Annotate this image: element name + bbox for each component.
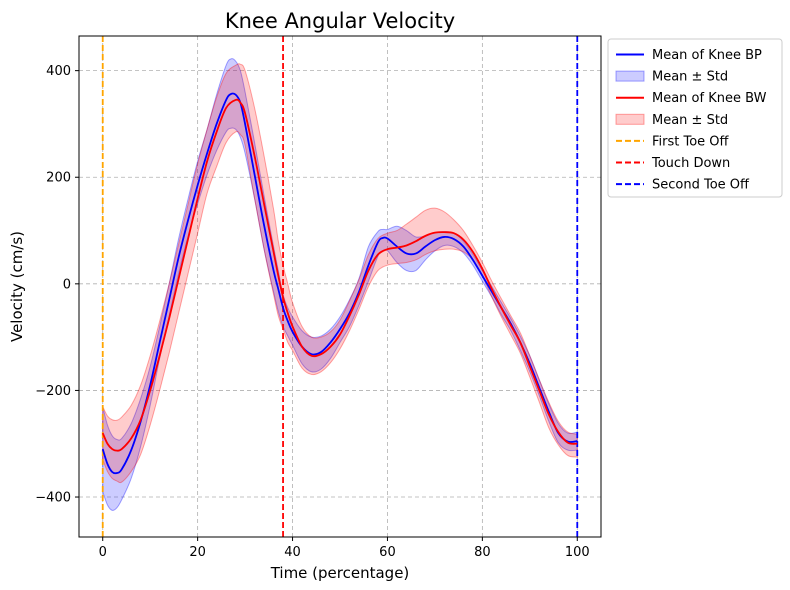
legend-box (607, 38, 783, 198)
y-tick-label: −200 (35, 384, 71, 399)
tick-layer: 0 20 40 60 80 100 −400 −200 0 200 400 (35, 64, 589, 560)
legend-item: Touch Down (616, 156, 730, 171)
legend-band-swatch (615, 70, 645, 82)
x-axis-title: Time (percentage) (270, 564, 410, 582)
y-tick-label: 0 (63, 277, 71, 292)
mean-line (101, 98, 578, 452)
legend-item: Mean of Knee BP (616, 48, 762, 63)
band-layer (102, 58, 578, 511)
legend-label: Mean ± Std (652, 113, 728, 128)
x-tick-label: 40 (284, 545, 301, 560)
legend-label: Mean ± Std (652, 70, 728, 85)
x-tick-label: 0 (99, 545, 107, 560)
vline-layer (101, 36, 579, 537)
y-tick-label: 200 (46, 171, 71, 186)
legend-label: Touch Down (651, 156, 730, 171)
line-layer (101, 92, 578, 475)
std-band (102, 63, 578, 484)
legend-label: Second Toe Off (652, 178, 750, 193)
legend-item: First Toe Off (616, 134, 730, 149)
legend-item: Mean ± Std (615, 70, 728, 85)
x-tick-label: 80 (474, 545, 491, 560)
x-tick-label: 20 (189, 545, 206, 560)
y-axis-title: Velocity (cm/s) (8, 231, 26, 342)
legend-label: First Toe Off (652, 134, 730, 149)
legend-item: Mean ± Std (615, 113, 728, 128)
x-tick-label: 60 (379, 545, 396, 560)
legend: Mean of Knee BP Mean ± Std Mean of Knee BW… (607, 38, 783, 198)
legend-label: Mean of Knee BP (652, 48, 762, 63)
grid-layer (79, 36, 601, 537)
x-tick-label: 100 (565, 545, 590, 560)
legend-item: Second Toe Off (616, 178, 750, 193)
legend-label: Mean of Knee BW (652, 91, 767, 106)
legend-band-swatch (615, 113, 645, 125)
plot-frame (78, 35, 602, 538)
mean-line (101, 92, 578, 475)
chart-title: Knee Angular Velocity (225, 9, 455, 33)
y-tick-label: 400 (46, 64, 71, 79)
legend-item: Mean of Knee BW (616, 91, 767, 106)
y-tick-label: −400 (35, 491, 71, 506)
